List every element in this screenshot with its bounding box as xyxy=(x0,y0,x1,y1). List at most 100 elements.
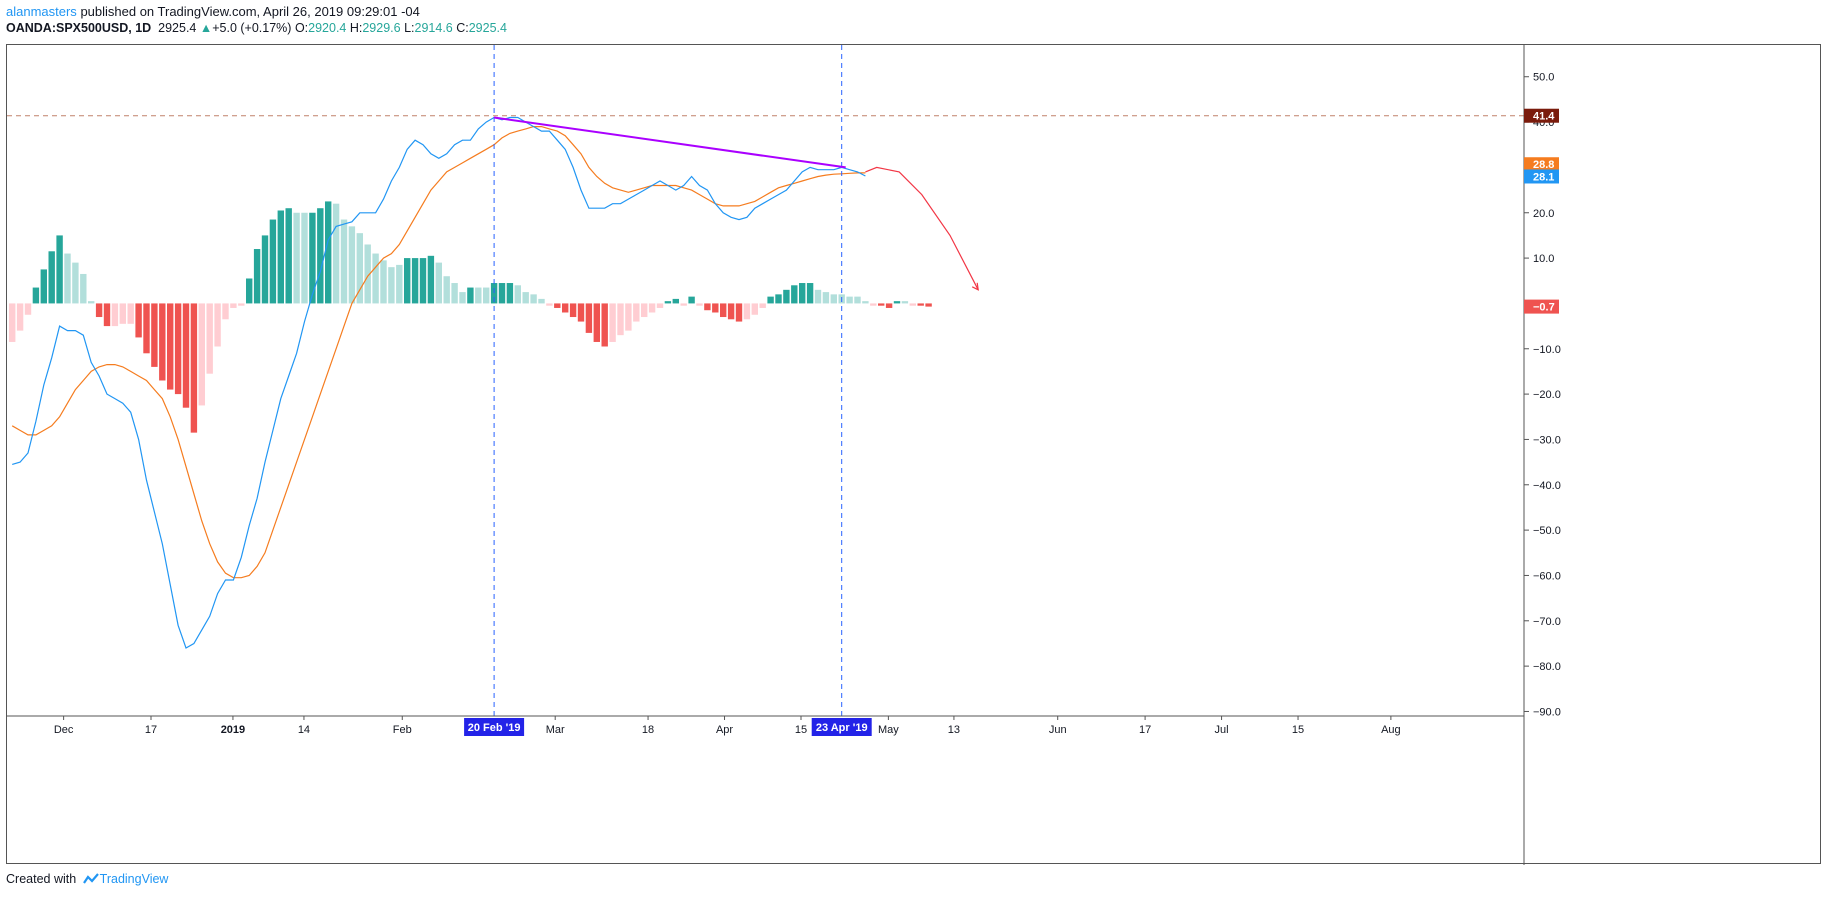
histogram-bar xyxy=(301,212,308,304)
histogram-bar xyxy=(151,303,158,367)
histogram-bar xyxy=(135,303,142,338)
x-tick-label: 14 xyxy=(298,724,310,736)
histogram-bar xyxy=(206,303,213,374)
histogram-bar xyxy=(704,303,711,311)
price-badge xyxy=(1524,108,1559,123)
histogram-bar xyxy=(490,283,498,304)
histogram-bar xyxy=(854,296,861,304)
price-badge-label: 28.8 xyxy=(1533,159,1554,171)
y-tick-label: −10.0 xyxy=(1533,344,1561,356)
y-tick-label: −90.0 xyxy=(1533,706,1561,718)
histogram-bar xyxy=(143,303,150,354)
histogram-bar xyxy=(261,235,269,304)
histogram-bar xyxy=(522,292,529,304)
x-tick-label: 2019 xyxy=(221,724,245,736)
price-badge-label: −0.7 xyxy=(1533,302,1555,314)
x-tick-label: 17 xyxy=(145,724,157,736)
histogram-bar xyxy=(214,303,221,347)
price-badge xyxy=(1524,157,1559,172)
x-tick-label: Jul xyxy=(1215,724,1229,736)
histogram-bar xyxy=(878,303,885,306)
chart-frame[interactable]: 50.040.030.020.010.00.0−10.0−20.0−30.0−4… xyxy=(6,44,1822,865)
histogram-bar xyxy=(285,208,292,304)
open-value: 2920.4 xyxy=(308,21,347,35)
y-tick-label: −40.0 xyxy=(1533,480,1561,492)
histogram-bar xyxy=(127,303,134,324)
y-tick-label: −20.0 xyxy=(1533,389,1561,401)
histogram-bar xyxy=(743,303,751,320)
histogram-bar xyxy=(633,303,640,322)
histogram-bar xyxy=(356,233,363,304)
x-tick-label: Dec xyxy=(54,724,74,736)
tradingview-link[interactable]: TradingView xyxy=(99,872,169,886)
author-link[interactable]: alanmasters xyxy=(6,4,77,19)
histogram-bar xyxy=(396,264,403,304)
histogram-bar xyxy=(680,303,687,306)
histogram-bar xyxy=(56,235,63,304)
histogram-bar xyxy=(388,267,395,304)
histogram-bar xyxy=(16,303,24,331)
histogram-bar xyxy=(64,253,71,304)
histogram-bar xyxy=(475,287,482,304)
histogram-bar xyxy=(246,278,253,304)
histogram-bar xyxy=(190,303,198,433)
histogram-bar xyxy=(585,303,593,333)
histogram-bar xyxy=(309,212,316,304)
divergence-line xyxy=(493,116,846,169)
histogram-bar xyxy=(601,303,608,347)
histogram-bar xyxy=(506,283,514,304)
histogram-bar xyxy=(775,294,782,304)
histogram-bar xyxy=(609,303,616,342)
histogram-bar xyxy=(72,262,79,304)
histogram-bar xyxy=(174,303,182,395)
x-tick-label: Jun xyxy=(1049,724,1067,736)
y-tick-label: 10.0 xyxy=(1533,253,1554,265)
x-tick-label: 17 xyxy=(1139,724,1151,736)
histogram-bar xyxy=(80,273,87,304)
histogram-bar xyxy=(862,301,869,304)
date-badge-label: 20 Feb '19 xyxy=(468,722,521,734)
histogram-bar xyxy=(720,303,727,318)
histogram-bar xyxy=(182,303,190,408)
histogram-bar xyxy=(32,287,40,304)
histogram-bar xyxy=(380,260,387,304)
histogram-bar xyxy=(325,201,332,304)
histogram-bar xyxy=(483,287,490,304)
close-value: 2925.4 xyxy=(468,21,507,35)
histogram-bar xyxy=(95,303,103,318)
histogram-bar xyxy=(735,303,743,322)
histogram-bar xyxy=(9,303,16,342)
tradingview-logo-icon[interactable] xyxy=(82,873,99,889)
histogram-bar xyxy=(830,294,837,304)
histogram-bar xyxy=(901,301,909,304)
histogram-bar xyxy=(767,296,774,304)
histogram-bar xyxy=(546,303,553,306)
histogram-bar xyxy=(530,294,537,304)
histogram-bar xyxy=(332,203,340,304)
histogram-bar xyxy=(411,258,419,304)
histogram-bar xyxy=(569,303,577,318)
y-tick-label: −80.0 xyxy=(1533,661,1561,673)
histogram-bar xyxy=(40,269,47,304)
histogram-bar xyxy=(103,303,111,327)
created-with-text: Created with xyxy=(6,872,77,886)
histogram-bar xyxy=(372,253,379,304)
x-tick-label: Apr xyxy=(716,724,733,736)
histogram-bar xyxy=(688,296,695,304)
histogram-bar xyxy=(617,303,624,336)
histogram-bar xyxy=(427,255,435,304)
x-tick-label: 13 xyxy=(948,724,960,736)
histogram-bar xyxy=(625,303,632,331)
histogram-bar xyxy=(806,283,814,304)
histogram-bar xyxy=(317,208,324,304)
signal-line xyxy=(11,126,866,579)
histogram-bar xyxy=(577,303,585,322)
histogram-bar xyxy=(593,303,600,342)
histogram-bar xyxy=(230,303,237,308)
histogram-bar xyxy=(198,303,205,406)
x-tick-label: Aug xyxy=(1381,724,1401,736)
macd-chart[interactable]: 50.040.030.020.010.00.0−10.0−20.0−30.0−4… xyxy=(7,45,1822,865)
histogram-bar xyxy=(111,303,119,327)
histogram-bar xyxy=(814,289,822,304)
histogram-bar xyxy=(846,296,853,304)
